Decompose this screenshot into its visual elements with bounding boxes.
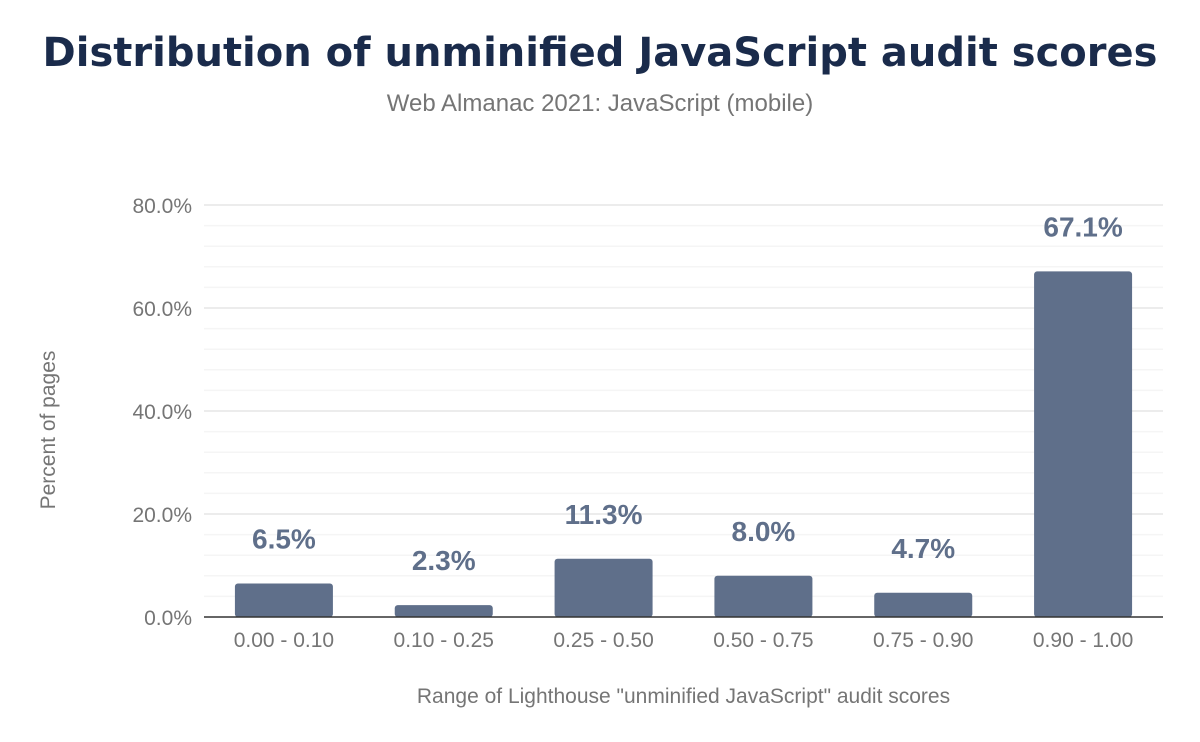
chart-subtitle: Web Almanac 2021: JavaScript (mobile) (386, 90, 814, 117)
chart-title: Distribution of unminified JavaScript au… (42, 30, 1158, 76)
bar (234, 583, 333, 617)
x-tick-label: 0.10 - 0.25 (394, 629, 494, 652)
data-label: 11.3% (565, 499, 643, 530)
data-label: 2.3% (412, 545, 476, 576)
y-tick-label: 40.0% (132, 401, 192, 424)
y-tick-label: 60.0% (132, 298, 192, 321)
data-label: 6.5% (252, 524, 316, 555)
x-tick-label: 0.90 - 1.00 (1033, 629, 1133, 652)
x-tick-label: 0.50 - 0.75 (713, 629, 813, 652)
y-axis-title: Percent of pages (37, 351, 60, 510)
bar (394, 605, 493, 617)
x-tick-label: 0.25 - 0.50 (553, 629, 653, 652)
bar (874, 592, 973, 617)
data-label: 4.7% (891, 533, 955, 564)
bar (714, 575, 813, 617)
bar (1034, 271, 1133, 617)
bar (554, 558, 653, 617)
y-tick-label: 20.0% (132, 504, 192, 527)
data-label: 67.1% (1043, 211, 1122, 242)
x-tick-label: 0.00 - 0.10 (234, 629, 334, 652)
x-tick-label: 0.75 - 0.90 (873, 629, 973, 652)
y-tick-label: 0.0% (144, 607, 192, 630)
y-tick-label: 80.0% (132, 195, 192, 218)
x-axis-title: Range of Lighthouse "unminified JavaScri… (417, 685, 950, 708)
data-label: 8.0% (732, 516, 796, 547)
